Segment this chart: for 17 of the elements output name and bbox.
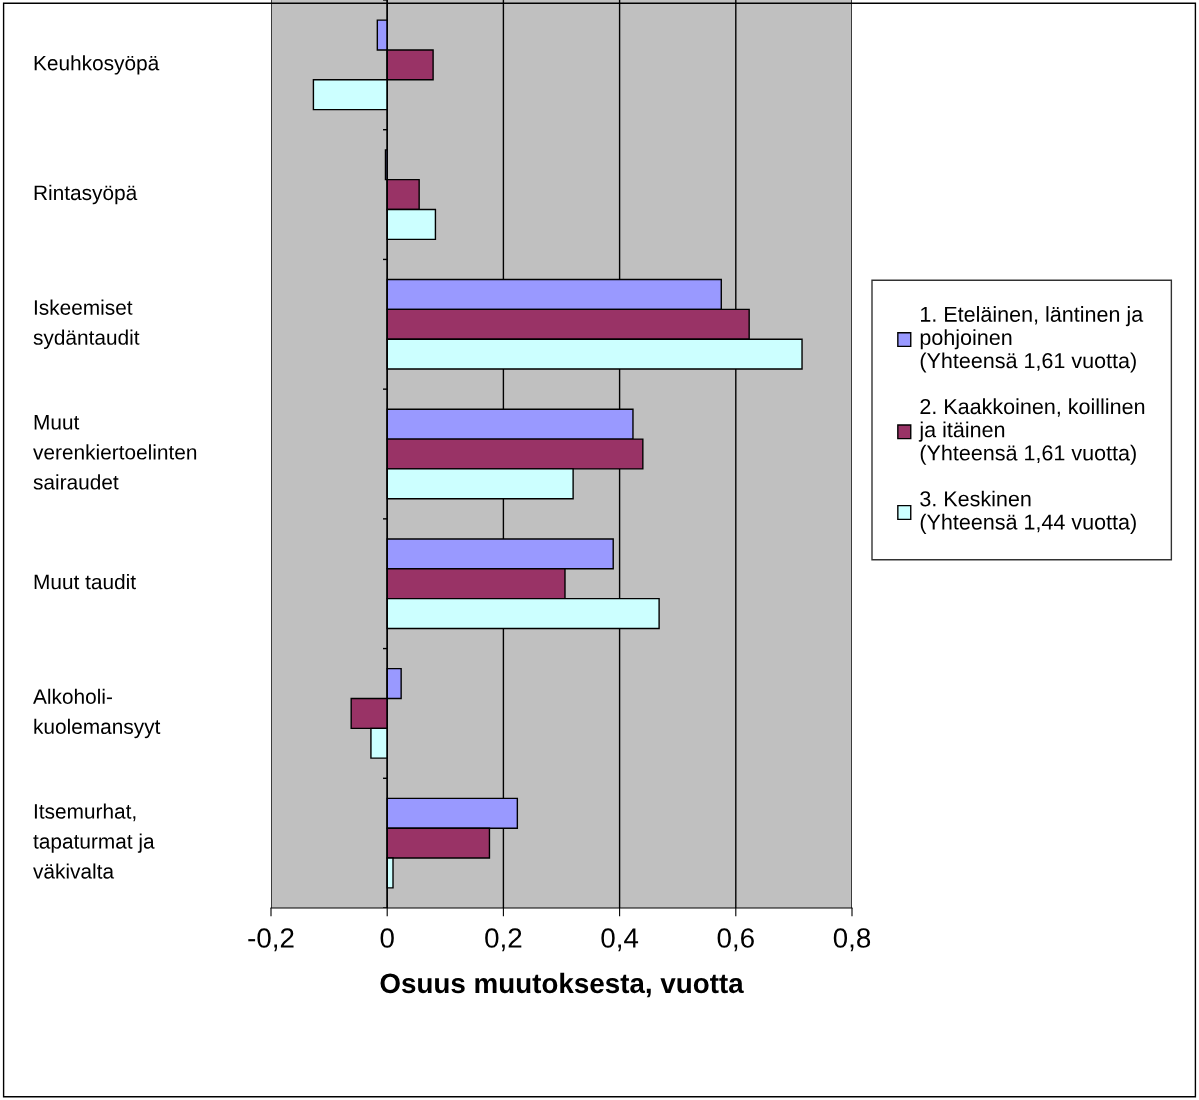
x-tick-label: -0,2 — [248, 928, 294, 952]
y-tick-label: Alkoholi- kuolemansyyt — [33, 688, 161, 739]
y-tick-label: Itsemurhat, tapaturmat ja väkivalta — [33, 803, 155, 879]
legend-label: 3. Keskinen (Yhteensä 1,44 vuotta) — [920, 490, 1136, 534]
legend-label: 1. Eteläinen, läntinen ja pohjoinen (Yhteensä 1,61 vuotta) — [920, 306, 1144, 373]
y-tick-label: Keuhkosyöpä — [34, 55, 160, 75]
x-tick-label: 0 — [380, 928, 394, 948]
x-tick-label: 0,2 — [485, 928, 522, 952]
x-tick-label: 0,8 — [833, 928, 871, 952]
y-tick-label: Muut taudit — [34, 574, 136, 590]
y-tick-label: Muut verenkiertoelinten sairaudet — [33, 415, 197, 490]
y-tick-label: Iskeemiset sydäntaudit — [33, 299, 140, 349]
x-tick-label: 0,4 — [601, 928, 639, 952]
y-tick-label: Rintasyöpä — [34, 184, 138, 205]
x-tick-label: 0,6 — [717, 928, 754, 952]
x-axis-title: Osuus muutoksesta, vuotta — [380, 972, 744, 998]
legend-label: 2. Kaakkoinen, koillinen ja itäinen (Yhteensä 1,61 vuotta) — [918, 398, 1145, 465]
